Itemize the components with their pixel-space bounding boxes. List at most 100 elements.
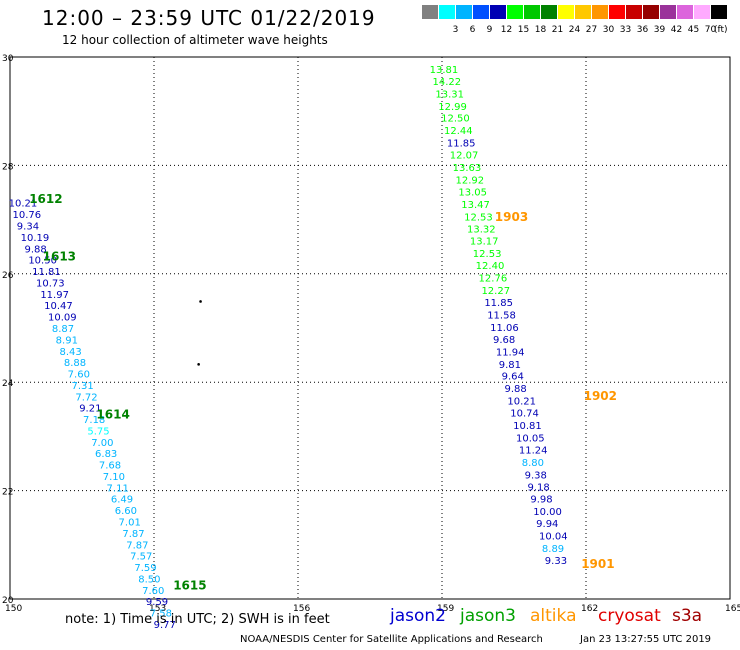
color-scale-swatch (626, 5, 643, 19)
color-scale-label: 45 (687, 25, 700, 35)
color-scale-label: 39 (653, 25, 666, 35)
wave-height-value: 8.91 (56, 335, 78, 346)
wave-height-value: 11.85 (484, 298, 513, 309)
longitude-tick-label: 159 (437, 604, 454, 614)
wave-height-value: 12.50 (441, 114, 470, 125)
color-scale-label: 18 (534, 25, 547, 35)
wave-height-value: 7.58 (150, 609, 172, 620)
longitude-tick-label: 150 (5, 604, 22, 614)
wave-height-value: 9.81 (499, 360, 521, 371)
color-scale-swatch (473, 5, 490, 19)
wave-height-value: 9.33 (545, 556, 567, 567)
color-scale-swatch (524, 5, 541, 19)
wave-height-value: 7.87 (122, 529, 144, 540)
wave-height-value: 7.01 (119, 517, 141, 528)
color-scale-label: 12 (500, 25, 513, 35)
wave-height-value: 11.85 (447, 139, 476, 150)
island-marker (199, 300, 202, 303)
satellite-legend-entry: s3a (672, 606, 703, 626)
wave-height-value: 10.09 (48, 313, 77, 324)
wave-height-map: 150 153 156 159 162 165 20 22 24 26 28 30 10.21 10.76… (2, 54, 740, 631)
credit-line: NOAA/NESDIS Center for Satellite Applica… (240, 634, 543, 645)
wave-height-value: 9.38 (525, 470, 547, 481)
color-scale-swatch (660, 5, 677, 19)
wave-height-value: 11.58 (487, 310, 516, 321)
wave-height-value: 10.73 (36, 278, 65, 289)
wave-height-value: 12.76 (479, 274, 508, 285)
wave-height-value: 11.94 (496, 347, 525, 358)
footer-note: note: 1) Time is in UTC; 2) SWH is in fe… (65, 612, 330, 627)
map-subtitle: 12 hour collection of altimeter wave hei… (62, 33, 328, 47)
wave-height-value: 12.99 (438, 102, 467, 113)
wave-height-value: 5.75 (87, 426, 109, 437)
color-scale-swatch (490, 5, 507, 19)
wave-height-value: 12.53 (473, 249, 502, 260)
wave-height-value: 7.72 (75, 392, 97, 403)
latitude-tick-label: 28 (2, 162, 14, 172)
island-marker (197, 363, 200, 366)
wave-height-value: 9.94 (536, 519, 558, 530)
wave-height-value: 8.88 (64, 358, 86, 369)
color-scale-label: 36 (636, 25, 649, 35)
wave-height-value: 11.81 (32, 267, 61, 278)
color-scale-label: 6 (469, 25, 476, 35)
satellite-legend-entry: jason2 (390, 606, 446, 626)
color-scale-label: 24 (568, 25, 581, 35)
color-scale-label: 30 (602, 25, 615, 35)
wave-height-value: 13.63 (453, 163, 482, 174)
latitude-tick-label: 20 (2, 596, 14, 606)
wave-height-value: 13.81 (430, 65, 459, 76)
wave-height-value: 7.11 (107, 483, 129, 494)
wave-height-value: 7.59 (134, 563, 156, 574)
color-scale-swatch (677, 5, 694, 19)
latitude-tick-label: 22 (2, 488, 13, 498)
color-scale-label: 70 (704, 25, 717, 35)
pass-number-label: 1614 (96, 408, 129, 422)
wave-height-value: 11.06 (490, 323, 519, 334)
color-scale-label: 15 (517, 25, 530, 35)
pass-number-label: 1613 (43, 249, 76, 263)
color-scale-label: 27 (585, 25, 598, 35)
longitude-tick-label: 156 (293, 604, 310, 614)
wave-height-value: 7.57 (130, 552, 152, 563)
color-scale-swatch (609, 5, 626, 19)
satellite-legend-entry: cryosat (598, 606, 661, 626)
wave-height-value: 7.10 (103, 472, 125, 483)
wave-height-value: 10.04 (539, 532, 568, 543)
wave-height-value: 9.98 (530, 495, 552, 506)
color-scale-swatch (507, 5, 524, 19)
color-scale-swatch (541, 5, 558, 19)
wave-height-value: 9.59 (146, 597, 168, 608)
color-scale-swatch (456, 5, 473, 19)
wave-height-value: 7.68 (99, 461, 121, 472)
wave-height-value: 8.43 (60, 347, 82, 358)
wave-height-value: 12.53 (464, 212, 493, 223)
wave-height-value: 11.24 (519, 445, 548, 456)
wave-height-value: 7.87 (126, 540, 148, 551)
wave-height-value: 13.47 (461, 200, 490, 211)
wave-height-value: 12.40 (476, 261, 505, 272)
wave-height-value: 6.83 (95, 449, 117, 460)
wave-height-value: 13.17 (470, 237, 499, 248)
wave-height-value: 9.34 (17, 222, 39, 233)
generation-timestamp: Jan 23 13:27:55 UTC 2019 (580, 634, 712, 645)
wave-height-value: 7.60 (68, 370, 90, 381)
satellite-legend-entry: jason3 (460, 606, 516, 626)
wave-height-value: 10.21 (9, 198, 38, 209)
map-title: 12:00 – 23:59 UTC 01/22/2019 (42, 6, 376, 30)
wave-height-value: 10.81 (513, 421, 542, 432)
latitude-tick-label: 26 (2, 271, 14, 281)
map-canvas: 150 153 156 159 162 16520222426283010.2110.76… (2, 54, 740, 631)
wave-height-value: 9.88 (24, 244, 46, 255)
wave-height-value: 6.60 (115, 506, 137, 517)
wave-height-value: 8.87 (52, 324, 74, 335)
wave-height-value: 14.22 (432, 77, 461, 88)
color-scale-swatch (439, 5, 456, 19)
color-scale-unit: (ft) (714, 25, 728, 35)
wave-height-value: 7.00 (91, 438, 113, 449)
wave-height-value: 9.88 (504, 384, 526, 395)
color-scale-swatch (592, 5, 609, 19)
wave-height-value: 10.21 (507, 397, 536, 408)
wave-height-value: 9.77 (154, 620, 176, 631)
pass-number-label: 1901 (581, 557, 614, 571)
